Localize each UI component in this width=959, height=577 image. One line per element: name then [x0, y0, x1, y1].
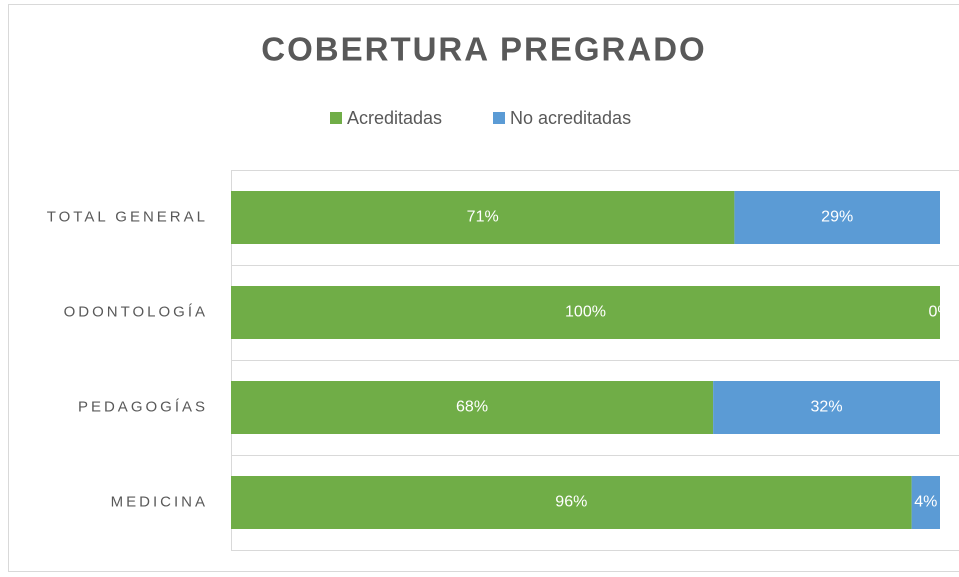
bar-segment: [911, 476, 940, 529]
data-label: 100%: [565, 304, 606, 321]
bar-segment: [231, 381, 714, 434]
data-label: 32%: [811, 399, 843, 416]
y-tick-label: MEDICINA: [111, 493, 208, 510]
y-tick-label: ODONTOLOGÍA: [64, 303, 208, 320]
y-tick-label: PEDAGOGÍAS: [78, 398, 208, 415]
data-label: 71%: [467, 209, 499, 226]
bar-segment: [713, 381, 940, 434]
bar-segment: [231, 191, 735, 244]
y-tick-label: TOTAL GENERAL: [47, 208, 208, 225]
legend-label: Acreditadas: [347, 108, 442, 128]
legend-swatch: [330, 112, 342, 124]
bar-segment: [231, 286, 940, 339]
legend-swatch: [493, 112, 505, 124]
data-label: 4%: [914, 494, 937, 511]
data-label: 96%: [555, 494, 587, 511]
bar-segment: [734, 191, 940, 244]
data-label: 68%: [456, 399, 488, 416]
bar-segment: [231, 476, 912, 529]
chart-title: COBERTURA PREGRADO: [261, 31, 706, 68]
data-label: 29%: [821, 209, 853, 226]
data-label: 0%: [928, 304, 951, 321]
legend-label: No acreditadas: [510, 108, 631, 128]
